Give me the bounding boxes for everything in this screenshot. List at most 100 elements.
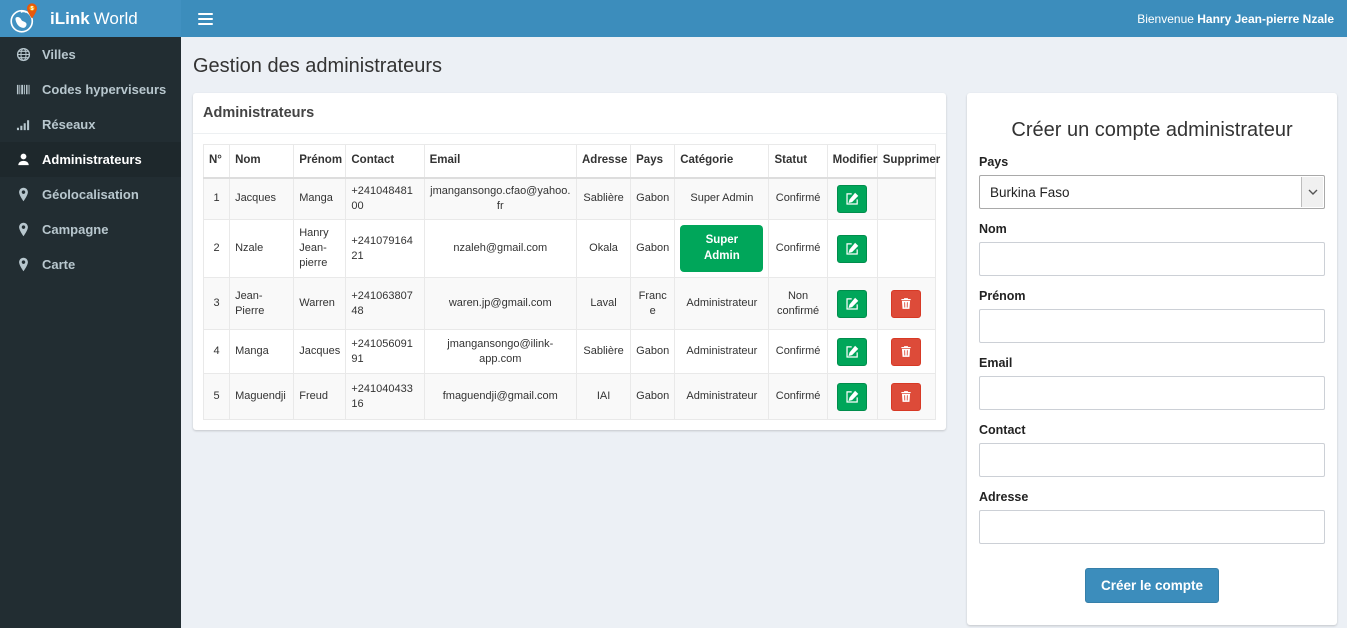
sidebar-toggle-button[interactable] [194, 7, 217, 31]
sidebar-item-reseaux[interactable]: Réseaux [0, 107, 181, 142]
delete-button[interactable] [891, 337, 922, 366]
adresse-input[interactable] [979, 510, 1325, 544]
cell-contact: +24105609191 [345, 329, 425, 375]
sidebar-item-label: Administrateurs [42, 152, 142, 167]
cell-statut: Confirmé [768, 177, 828, 221]
edit-pencil-icon [846, 242, 859, 255]
cell-nom: Nzale [229, 219, 295, 279]
trash-icon [900, 297, 912, 310]
cell-prenom: Warren [293, 277, 347, 331]
col-header-num: N° [202, 143, 231, 179]
pays-selected-value: Burkina Faso [990, 184, 1070, 200]
top-navbar: $ iLink World Bienvenue Hanry Jean-pierre… [0, 0, 1347, 37]
ilink-globe-pin-logo-icon: $ [8, 2, 41, 35]
delete-button[interactable] [891, 289, 922, 318]
cell-email: nzaleh@gmail.com [423, 219, 577, 279]
sidebar-item-carte[interactable]: Carte [0, 247, 181, 282]
cell-pays: France [630, 277, 676, 331]
cell-adresse: Laval [575, 277, 632, 331]
cell-nom: Manga [229, 329, 295, 375]
cell-num: 1 [202, 177, 231, 221]
edit-pencil-icon [846, 297, 859, 310]
cell-categorie: Administrateur [674, 373, 770, 421]
welcome-message: Bienvenue Hanry Jean-pierre Nzale [1137, 11, 1334, 26]
brand[interactable]: $ iLink World [0, 0, 181, 37]
table-row: 3 Jean-Pierre Warren +24106380748 waren.… [202, 277, 937, 331]
cell-email: jmangansongo.cfao@yahoo.fr [423, 177, 577, 221]
trash-icon [900, 390, 912, 403]
cell-statut: Non confirmé [768, 277, 828, 331]
prenom-label: Prénom [979, 289, 1026, 303]
edit-button[interactable] [837, 289, 868, 318]
col-header-categorie: Catégorie [674, 143, 770, 179]
svg-text:$: $ [30, 6, 33, 12]
cell-categorie: Administrateur [674, 329, 770, 375]
barcode-icon [16, 82, 31, 97]
sidebar-item-geolocalisation[interactable]: Géolocalisation [0, 177, 181, 212]
edit-pencil-icon [846, 345, 859, 358]
cell-contact: +24104848100 [345, 177, 425, 221]
edit-button[interactable] [837, 382, 868, 411]
cell-prenom: Hanry Jean-pierre [293, 219, 347, 279]
cell-adresse: Okala [575, 219, 632, 279]
prenom-input[interactable] [979, 309, 1325, 343]
col-header-modifier: Modifier [826, 143, 878, 179]
main-content: Gestion des administrateurs Administrate… [181, 37, 1347, 625]
col-header-statut: Statut [768, 143, 828, 179]
cell-prenom: Freud [293, 373, 347, 421]
col-header-supprimer: Supprimer [876, 143, 940, 179]
edit-button[interactable] [837, 184, 868, 213]
cell-pays: Gabon [630, 373, 676, 421]
table-row: 1 Jacques Manga +24104848100 jmangansong… [202, 177, 937, 221]
trash-icon [900, 345, 912, 358]
cell-statut: Confirmé [768, 373, 828, 421]
create-admin-title: Créer un compte administrateur [1011, 119, 1293, 141]
administrators-table: N° Nom Prénom Contact Email Adresse Pays… [202, 143, 940, 421]
cell-contact: +24107916421 [345, 219, 425, 279]
contact-label: Contact [979, 423, 1026, 437]
sidebar-item-label: Campagne [42, 222, 109, 237]
chevron-down-icon [1301, 177, 1323, 207]
col-header-email: Email [423, 143, 577, 179]
page-title: Gestion des administrateurs [193, 55, 443, 77]
sidebar-item-administrateurs[interactable]: Administrateurs [0, 142, 181, 177]
edit-button[interactable] [837, 337, 868, 366]
map-marker-icon [16, 222, 31, 237]
cell-pays: Gabon [630, 177, 676, 221]
sidebar-item-codes-hyperviseurs[interactable]: Codes hyperviseurs [0, 72, 181, 107]
nom-input[interactable] [979, 242, 1325, 276]
delete-button[interactable] [891, 382, 922, 411]
map-marker-icon [16, 257, 31, 272]
create-account-button[interactable]: Créer le compte [1084, 568, 1220, 603]
field-pays: Pays Burkina Faso [979, 155, 1325, 209]
email-label: Email [979, 356, 1013, 370]
col-header-nom: Nom [229, 143, 295, 179]
col-header-adresse: Adresse [575, 143, 632, 179]
pays-select[interactable]: Burkina Faso [979, 175, 1325, 209]
field-prenom: Prénom [979, 289, 1325, 343]
sidebar-item-label: Codes hyperviseurs [42, 82, 167, 97]
administrators-panel-title: Administrateurs [193, 93, 946, 134]
administrators-panel: Administrateurs N° Nom Prénom [193, 93, 946, 431]
cell-statut: Confirmé [768, 219, 828, 279]
cell-contact: +24104043316 [345, 373, 425, 421]
edit-button[interactable] [837, 234, 868, 263]
cell-num: 3 [202, 277, 231, 331]
adresse-label: Adresse [979, 490, 1029, 504]
cell-pays: Gabon [630, 219, 676, 279]
cell-contact: +24106380748 [345, 277, 425, 331]
field-email: Email [979, 356, 1325, 410]
cell-num: 5 [202, 373, 231, 421]
col-header-prenom: Prénom [293, 143, 347, 179]
col-header-contact: Contact [345, 143, 425, 179]
email-input[interactable] [979, 376, 1325, 410]
cell-prenom: Jacques [293, 329, 347, 375]
super-admin-badge-button[interactable]: Super Admin [680, 225, 764, 273]
sidebar-item-villes[interactable]: Villes [0, 37, 181, 72]
cell-statut: Confirmé [768, 329, 828, 375]
cell-num: 4 [202, 329, 231, 375]
cell-nom: Jacques [229, 177, 295, 221]
sidebar-item-campagne[interactable]: Campagne [0, 212, 181, 247]
pays-label: Pays [979, 155, 1009, 169]
contact-input[interactable] [979, 443, 1325, 477]
